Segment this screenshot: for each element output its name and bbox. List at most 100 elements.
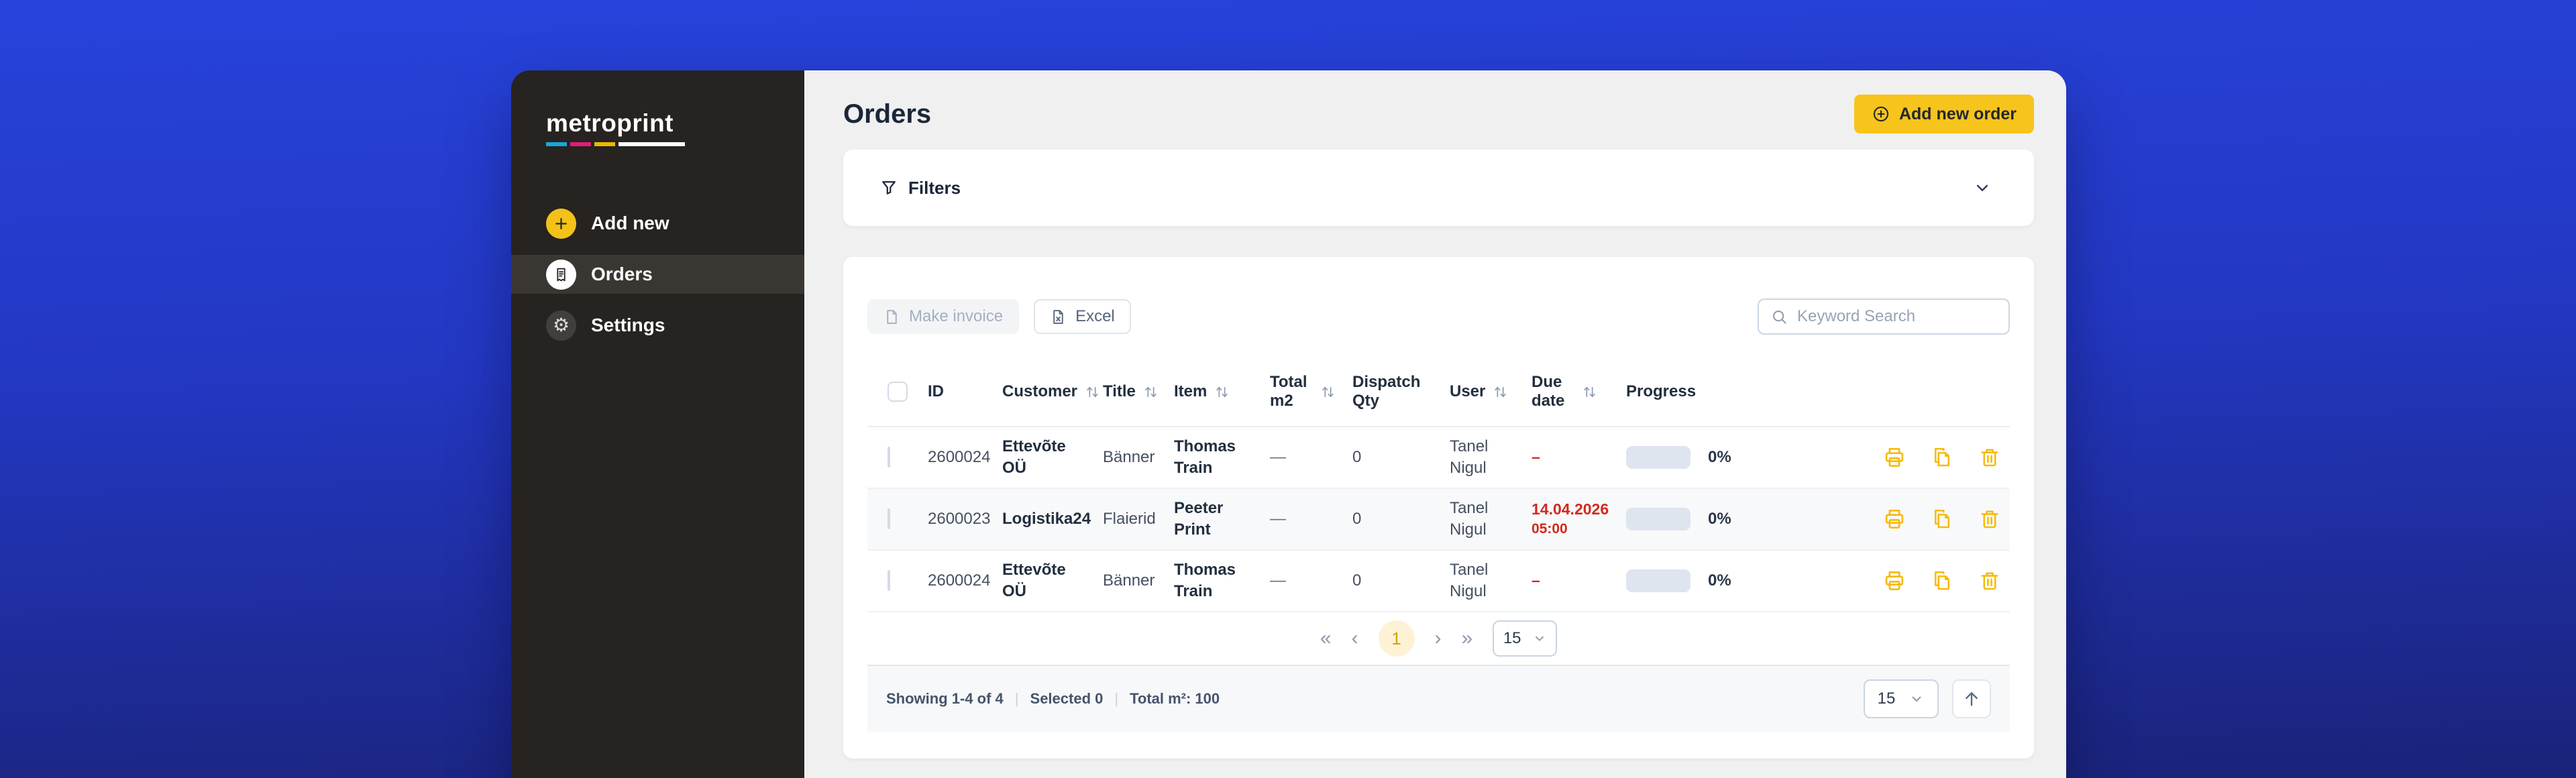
trash-icon xyxy=(1981,449,1998,467)
cell-customer: Ettevõte OÜ xyxy=(1002,560,1066,600)
footer-summary: Showing 1-4 of 4 | Selected 0 | Total m²… xyxy=(886,690,1220,707)
filters-label: Filters xyxy=(908,177,961,198)
page-header: Orders Add new order xyxy=(843,95,2034,133)
table-row: 2600023 Logistika24 Flaierid Peeter Prin… xyxy=(867,489,2010,551)
add-new-order-label: Add new order xyxy=(1898,104,2017,123)
print-button[interactable] xyxy=(1881,567,1908,594)
column-header-customer[interactable]: Customer xyxy=(1002,382,1103,401)
sidebar-item-label: Settings xyxy=(591,315,665,335)
column-header-progress: Progress xyxy=(1626,382,1697,400)
sidebar-item-settings[interactable]: ⚙ Settings xyxy=(511,306,804,345)
print-button[interactable] xyxy=(1881,506,1908,533)
sort-icon xyxy=(1322,386,1334,397)
chevron-down-icon[interactable] xyxy=(1972,178,1992,198)
page-1-button[interactable]: 1 xyxy=(1378,620,1415,657)
search-input[interactable] xyxy=(1797,307,2005,326)
page-title: Orders xyxy=(843,99,932,129)
delete-button[interactable] xyxy=(1976,506,2003,533)
cell-actions xyxy=(1873,567,2010,594)
pagination: « ‹ 1 › » 15 xyxy=(867,612,2010,665)
chevron-down-icon xyxy=(1912,696,1921,702)
excel-export-button[interactable]: Excel xyxy=(1034,299,1131,334)
search-icon xyxy=(1770,308,1788,326)
duplicate-button[interactable] xyxy=(1929,444,1955,471)
copy-icon xyxy=(1934,509,1950,529)
print-button[interactable] xyxy=(1881,444,1908,471)
add-new-order-button[interactable]: Add new order xyxy=(1854,95,2034,133)
select-all-checkbox[interactable] xyxy=(888,382,908,402)
duplicate-button[interactable] xyxy=(1929,567,1955,594)
sidebar-item-orders[interactable]: Orders xyxy=(511,255,804,294)
cell-dispatch-qty: 0 xyxy=(1352,448,1362,466)
column-header-item[interactable]: Item xyxy=(1174,382,1270,401)
cell-dispatch-qty: 0 xyxy=(1352,571,1362,590)
gear-icon: ⚙ xyxy=(546,310,576,341)
cell-due-date: – xyxy=(1532,448,1540,466)
progress-bar xyxy=(1626,508,1690,531)
previous-page-button[interactable]: ‹ xyxy=(1351,627,1358,649)
scroll-to-top-button[interactable] xyxy=(1952,679,1991,718)
first-page-button[interactable]: « xyxy=(1320,627,1332,649)
column-header-title[interactable]: Title xyxy=(1103,382,1174,401)
cell-actions xyxy=(1873,444,2010,471)
cell-customer: Logistika24 xyxy=(1002,509,1091,528)
progress-bar xyxy=(1626,446,1690,469)
receipt-icon xyxy=(546,259,576,290)
cell-customer: Ettevõte OÜ xyxy=(1002,437,1066,477)
main-content: Orders Add new order Filters xyxy=(804,70,2066,778)
table-toolbar: Make invoice Excel xyxy=(867,298,2010,335)
row-checkbox[interactable] xyxy=(888,447,890,467)
selected-count: Selected 0 xyxy=(1030,690,1104,707)
logo-bar-white xyxy=(619,142,685,146)
cell-title: Bänner xyxy=(1103,571,1155,590)
delete-button[interactable] xyxy=(1976,567,2003,594)
sidebar-item-add-new[interactable]: Add new xyxy=(511,204,804,243)
column-header-total-m2[interactable]: Total m2 xyxy=(1270,373,1352,410)
delete-button[interactable] xyxy=(1976,444,2003,471)
table-row: 2600024 Ettevõte OÜ Bänner Thomas Train … xyxy=(867,427,2010,489)
cell-title: Flaierid xyxy=(1103,510,1156,528)
cell-actions xyxy=(1873,506,2010,533)
cell-progress: 0% xyxy=(1626,446,1873,469)
trash-icon xyxy=(1981,510,1998,529)
total-m2: Total m²: 100 xyxy=(1130,690,1220,707)
arrow-up-icon xyxy=(1966,692,1978,706)
table-header-row: ID Customer Title Item To xyxy=(867,357,2010,427)
page-size-select[interactable]: 15 xyxy=(1864,679,1939,718)
cell-user: Tanel Nigul xyxy=(1450,560,1489,600)
page-size-select[interactable]: 15 xyxy=(1493,620,1558,657)
printer-icon xyxy=(1885,447,1904,467)
logo-text: metroprint xyxy=(546,109,674,137)
file-icon xyxy=(883,309,900,325)
copy-icon xyxy=(1934,447,1950,467)
column-header-dispatch-qty: Dispatch Qty xyxy=(1352,373,1421,410)
logo-bar-cyan xyxy=(546,142,567,146)
next-page-button[interactable]: › xyxy=(1434,627,1442,649)
cell-progress: 0% xyxy=(1626,569,1873,592)
filters-header: Filters xyxy=(879,178,961,199)
sort-icon xyxy=(1087,386,1098,397)
column-header-user[interactable]: User xyxy=(1450,382,1532,401)
sort-icon xyxy=(1145,386,1157,397)
file-excel-icon xyxy=(1050,309,1067,325)
filters-panel[interactable]: Filters xyxy=(843,150,2034,226)
footer-controls: 15 xyxy=(1864,679,1991,718)
row-checkbox[interactable] xyxy=(888,508,890,529)
cell-user: Tanel Nigul xyxy=(1450,498,1489,539)
cell-item: Thomas Train xyxy=(1174,560,1236,600)
cell-progress: 0% xyxy=(1626,508,1873,531)
cell-total-m2: — xyxy=(1270,510,1286,528)
sidebar: metroprint Add new xyxy=(511,70,804,778)
cell-total-m2: — xyxy=(1270,571,1286,590)
row-checkbox[interactable] xyxy=(888,570,890,591)
duplicate-button[interactable] xyxy=(1929,506,1955,533)
last-page-button[interactable]: » xyxy=(1461,627,1473,649)
table-footer: Showing 1-4 of 4 | Selected 0 | Total m²… xyxy=(867,665,2010,732)
cell-id: 2600024 xyxy=(928,448,991,466)
column-header-due-date[interactable]: Due date xyxy=(1532,373,1626,410)
showing-count: Showing 1-4 of 4 xyxy=(886,690,1004,707)
make-invoice-button[interactable]: Make invoice xyxy=(867,299,1020,334)
orders-card: Make invoice Excel xyxy=(843,257,2034,759)
excel-label: Excel xyxy=(1075,307,1115,325)
